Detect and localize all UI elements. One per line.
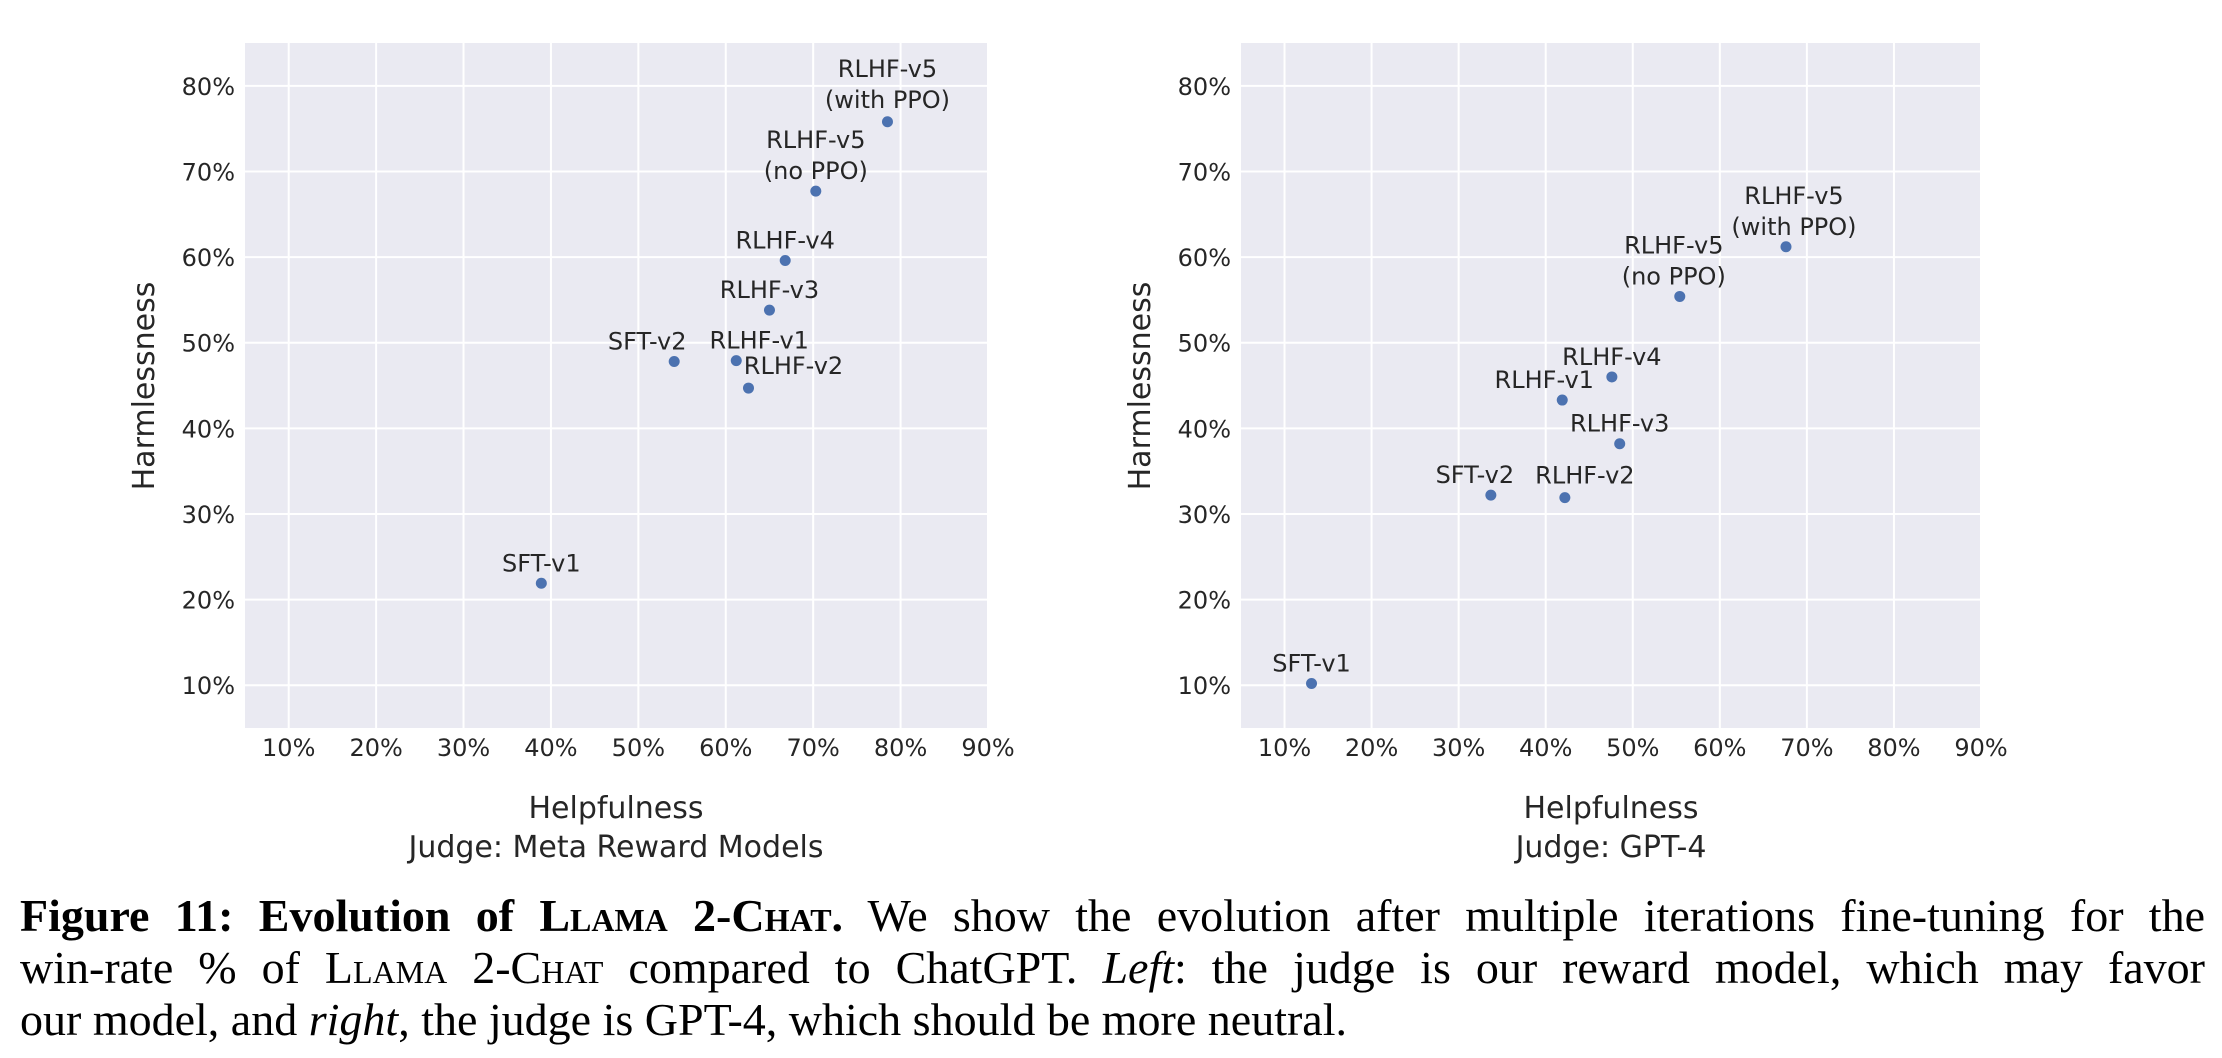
caption-line-3: our model, and right, the judge is GPT-4… (20, 994, 2205, 1046)
plot-background (1241, 43, 1981, 728)
data-point-label-rlhf-v5-with-ppo: RLHF-v5 (with PPO) (825, 55, 950, 114)
data-point-label-rlhf-v1: RLHF-v1 (1495, 366, 1594, 394)
caption-text: : the judge is our reward model, which m… (1174, 942, 2206, 993)
data-point-rlhf-v4 (779, 254, 791, 266)
data-point-label-rlhf-v4: RLHF-v4 (1562, 343, 1661, 371)
data-point-label-rlhf-v5-no-ppo: RLHF-v5 (no PPO) (1622, 231, 1726, 290)
data-point-label-rlhf-v4: RLHF-v4 (736, 226, 835, 254)
data-point-rlhf-v3 (763, 304, 775, 316)
y-tick-label: 80% (182, 73, 235, 101)
data-point-sft-v1 (1306, 677, 1318, 689)
y-tick-label: 70% (1178, 158, 1231, 186)
x-tick-label: 70% (787, 734, 840, 762)
x-tick-label: 70% (1780, 734, 1833, 762)
x-tick-label: 90% (961, 734, 1014, 762)
caption-line-2: win-rate % of Llama 2-Chat compared to C… (20, 942, 2205, 994)
y-tick-label: 50% (182, 330, 235, 358)
data-point-label-sft-v2: SFT-v2 (1436, 461, 1515, 489)
data-point-label-sft-v1: SFT-v1 (502, 549, 581, 577)
data-point-label-rlhf-v2: RLHF-v2 (1535, 462, 1634, 490)
caption-text: compared to ChatGPT. (603, 942, 1103, 993)
data-point-rlhf-v4 (1606, 371, 1618, 383)
data-point-sft-v1 (535, 577, 547, 589)
caption-line-1: Figure 11: Evolution of Llama 2-Chat. We… (20, 890, 2205, 942)
chart-gpt-4: 10% 20% 30% 40% 50% 60% 70% 80% 90% 10% 20% 30% 40% 5… (1123, 43, 2008, 865)
y-tick-label: 30% (1178, 501, 1231, 529)
y-tick-label: 50% (1178, 330, 1231, 358)
data-point-rlhf-v5-with-ppo (1780, 241, 1792, 253)
x-tick-label: 90% (1954, 734, 2007, 762)
y-tick-label: 20% (1178, 587, 1231, 615)
y-tick-label: 10% (1178, 672, 1231, 700)
judge-label: Judge: GPT-4 (1514, 830, 1707, 865)
x-tick-label: 60% (699, 734, 752, 762)
data-point-rlhf-v5-no-ppo (810, 185, 822, 197)
plot-layer-meta-reward-models: 10% 20% 30% 40% 50% 60% 70% 80% 90% 10% 20% 30% 40% 5… (182, 43, 1015, 762)
x-tick-label: 10% (1258, 734, 1311, 762)
y-tick-label: 10% (182, 672, 235, 700)
y-tick-label: 20% (182, 587, 235, 615)
data-point-label-rlhf-v3: RLHF-v3 (1570, 410, 1669, 438)
x-tick-label: 40% (1519, 734, 1572, 762)
y-tick-label: 60% (182, 244, 235, 272)
caption-model-name: Llama 2-Chat (539, 890, 832, 941)
data-point-label-rlhf-v5-no-ppo: RLHF-v5 (no PPO) (764, 126, 868, 185)
data-point-rlhf-v2 (742, 382, 754, 394)
y-axis-label: Harmlessness (127, 282, 162, 491)
figure-caption: Figure 11: Evolution of Llama 2-Chat. We… (20, 890, 2205, 1046)
caption-text: win-rate % of (20, 942, 325, 993)
y-axis-label: Harmlessness (1123, 282, 1158, 491)
caption-label: Figure 11: Evolution of Llama 2-Chat. (20, 890, 843, 941)
chart-meta-reward-models: 10% 20% 30% 40% 50% 60% 70% 80% 90% 10% 20% 30% 40% 5… (127, 43, 1015, 865)
data-point-rlhf-v1 (730, 355, 742, 367)
y-tick-label: 70% (182, 158, 235, 186)
caption-emphasis-right: right (308, 994, 399, 1045)
y-tick-label: 30% (182, 501, 235, 529)
caption-text: , the judge is GPT-4, which should be mo… (398, 994, 1348, 1045)
x-axis-label: Helpfulness (528, 791, 703, 826)
plot-background (245, 43, 988, 728)
x-tick-label: 60% (1693, 734, 1746, 762)
plot-layer-gpt-4: 10% 20% 30% 40% 50% 60% 70% 80% 90% 10% 20% 30% 40% 5… (1178, 43, 2008, 762)
x-tick-label: 50% (1606, 734, 1659, 762)
caption-label-end: . (831, 890, 844, 941)
figure: 10% 20% 30% 40% 50% 60% 70% 80% 90% 10% 20% 30% 40% 5… (127, 43, 2008, 865)
data-point-sft-v2 (668, 356, 680, 368)
x-tick-label: 80% (1867, 734, 1920, 762)
x-axis-label: Helpfulness (1523, 791, 1698, 826)
data-point-rlhf-v3 (1614, 438, 1626, 450)
y-tick-label: 40% (1178, 415, 1231, 443)
data-point-label-rlhf-v3: RLHF-v3 (720, 276, 819, 304)
data-point-label-rlhf-v5-with-ppo: RLHF-v5 (with PPO) (1731, 182, 1856, 241)
caption-model-name: Llama 2-Chat (324, 942, 604, 993)
caption-text: our model, and (20, 994, 309, 1045)
caption-emphasis-left: Left (1102, 942, 1174, 993)
caption-label-text: Figure 11: Evolution of (20, 890, 540, 941)
x-tick-label: 30% (1432, 734, 1485, 762)
data-point-rlhf-v5-no-ppo (1674, 290, 1686, 302)
judge-label: Judge: Meta Reward Models (406, 830, 823, 865)
data-point-sft-v2 (1485, 489, 1497, 501)
x-tick-label: 20% (349, 734, 402, 762)
data-point-rlhf-v5-with-ppo (881, 116, 893, 128)
x-tick-label: 50% (612, 734, 665, 762)
x-tick-label: 10% (262, 734, 315, 762)
data-point-label-sft-v2: SFT-v2 (608, 328, 687, 356)
y-tick-label: 40% (182, 415, 235, 443)
data-point-rlhf-v2 (1559, 492, 1571, 504)
data-point-label-sft-v1: SFT-v1 (1272, 649, 1351, 677)
x-tick-label: 80% (874, 734, 927, 762)
x-tick-label: 30% (437, 734, 490, 762)
y-tick-label: 60% (1178, 244, 1231, 272)
caption-text: We show the evolution after multiple ite… (843, 890, 2205, 941)
x-tick-label: 20% (1345, 734, 1398, 762)
data-point-rlhf-v1 (1556, 394, 1568, 406)
x-tick-label: 40% (524, 734, 577, 762)
y-tick-label: 80% (1178, 73, 1231, 101)
data-point-label-rlhf-v2: RLHF-v2 (744, 352, 843, 380)
data-point-label-rlhf-v1: RLHF-v1 (710, 327, 809, 355)
